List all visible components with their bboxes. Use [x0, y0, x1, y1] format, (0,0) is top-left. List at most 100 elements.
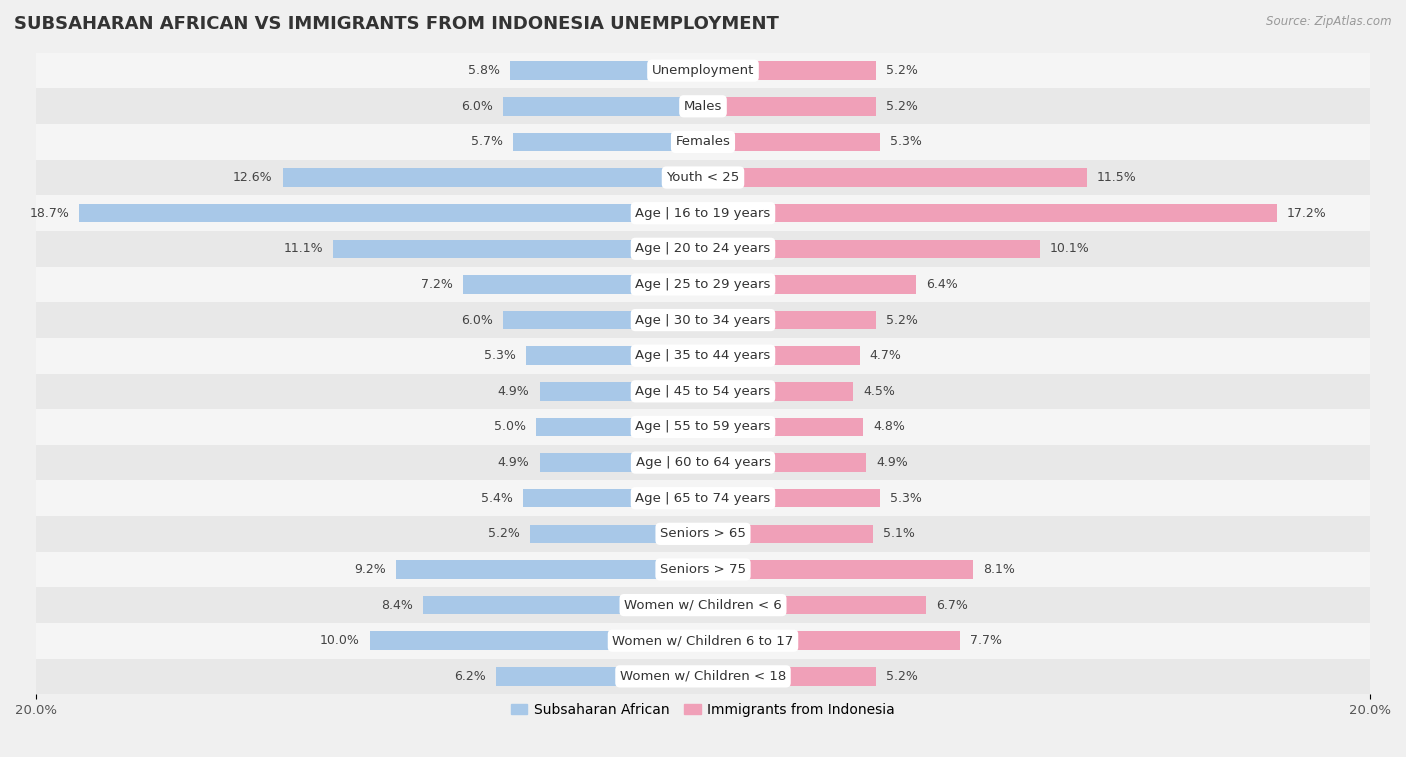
Bar [523, 489, 703, 507]
Bar [0, 89, 1406, 124]
Bar [79, 204, 703, 223]
Text: 4.9%: 4.9% [876, 456, 908, 469]
Bar [396, 560, 703, 579]
Text: SUBSAHARAN AFRICAN VS IMMIGRANTS FROM INDONESIA UNEMPLOYMENT: SUBSAHARAN AFRICAN VS IMMIGRANTS FROM IN… [14, 15, 779, 33]
Text: Women w/ Children < 18: Women w/ Children < 18 [620, 670, 786, 683]
Bar [703, 61, 876, 80]
Bar [0, 552, 1406, 587]
Bar [536, 418, 703, 436]
Text: Seniors > 75: Seniors > 75 [659, 563, 747, 576]
Text: Women w/ Children < 6: Women w/ Children < 6 [624, 599, 782, 612]
Text: Females: Females [675, 136, 731, 148]
Bar [333, 239, 703, 258]
Text: 11.1%: 11.1% [283, 242, 323, 255]
Bar [0, 516, 1406, 552]
Text: Women w/ Children 6 to 17: Women w/ Children 6 to 17 [613, 634, 793, 647]
Bar [0, 124, 1406, 160]
Text: 6.2%: 6.2% [454, 670, 486, 683]
Bar [503, 311, 703, 329]
Text: 4.9%: 4.9% [498, 385, 530, 398]
Bar [503, 97, 703, 116]
Text: 5.2%: 5.2% [886, 100, 918, 113]
Bar [370, 631, 703, 650]
Text: 10.0%: 10.0% [319, 634, 360, 647]
Text: 5.3%: 5.3% [890, 136, 922, 148]
Text: Seniors > 65: Seniors > 65 [659, 528, 747, 540]
Text: 18.7%: 18.7% [30, 207, 69, 220]
Text: Age | 30 to 34 years: Age | 30 to 34 years [636, 313, 770, 326]
Text: 5.2%: 5.2% [886, 64, 918, 77]
Bar [0, 409, 1406, 445]
Bar [283, 168, 703, 187]
Bar [540, 382, 703, 400]
Text: 5.1%: 5.1% [883, 528, 915, 540]
Text: 5.2%: 5.2% [488, 528, 520, 540]
Bar [463, 276, 703, 294]
Bar [703, 525, 873, 543]
Text: 5.7%: 5.7% [471, 136, 503, 148]
Bar [509, 61, 703, 80]
Bar [703, 453, 866, 472]
Bar [0, 587, 1406, 623]
Text: 5.2%: 5.2% [886, 313, 918, 326]
Text: 4.5%: 4.5% [863, 385, 896, 398]
Text: Age | 45 to 54 years: Age | 45 to 54 years [636, 385, 770, 398]
Bar [423, 596, 703, 615]
Bar [703, 311, 876, 329]
Bar [703, 560, 973, 579]
Text: Age | 65 to 74 years: Age | 65 to 74 years [636, 492, 770, 505]
Bar [703, 276, 917, 294]
Bar [703, 382, 853, 400]
Text: 12.6%: 12.6% [233, 171, 273, 184]
Bar [530, 525, 703, 543]
Text: Age | 20 to 24 years: Age | 20 to 24 years [636, 242, 770, 255]
Bar [526, 347, 703, 365]
Bar [540, 453, 703, 472]
Text: 7.7%: 7.7% [970, 634, 1002, 647]
Bar [703, 168, 1087, 187]
Text: Unemployment: Unemployment [652, 64, 754, 77]
Bar [703, 204, 1277, 223]
Bar [0, 231, 1406, 266]
Bar [703, 97, 876, 116]
Bar [0, 53, 1406, 89]
Bar [703, 132, 880, 151]
Text: Age | 35 to 44 years: Age | 35 to 44 years [636, 349, 770, 362]
Text: 7.2%: 7.2% [420, 278, 453, 291]
Bar [0, 338, 1406, 373]
Text: 6.0%: 6.0% [461, 313, 494, 326]
Bar [0, 266, 1406, 302]
Text: Age | 16 to 19 years: Age | 16 to 19 years [636, 207, 770, 220]
Bar [703, 347, 859, 365]
Text: Age | 60 to 64 years: Age | 60 to 64 years [636, 456, 770, 469]
Text: 4.7%: 4.7% [870, 349, 901, 362]
Text: Source: ZipAtlas.com: Source: ZipAtlas.com [1267, 15, 1392, 28]
Bar [0, 623, 1406, 659]
Text: 4.9%: 4.9% [498, 456, 530, 469]
Text: Youth < 25: Youth < 25 [666, 171, 740, 184]
Text: 10.1%: 10.1% [1050, 242, 1090, 255]
Text: 6.4%: 6.4% [927, 278, 959, 291]
Text: 5.3%: 5.3% [484, 349, 516, 362]
Text: 5.8%: 5.8% [468, 64, 499, 77]
Bar [0, 445, 1406, 481]
Text: 5.0%: 5.0% [495, 420, 526, 434]
Bar [0, 373, 1406, 409]
Text: 9.2%: 9.2% [354, 563, 387, 576]
Text: 5.4%: 5.4% [481, 492, 513, 505]
Bar [703, 489, 880, 507]
Bar [0, 195, 1406, 231]
Text: 5.3%: 5.3% [890, 492, 922, 505]
Text: 6.7%: 6.7% [936, 599, 969, 612]
Bar [0, 481, 1406, 516]
Text: 8.1%: 8.1% [983, 563, 1015, 576]
Bar [0, 302, 1406, 338]
Text: 4.8%: 4.8% [873, 420, 905, 434]
Bar [703, 631, 960, 650]
Bar [0, 160, 1406, 195]
Text: 5.2%: 5.2% [886, 670, 918, 683]
Text: Males: Males [683, 100, 723, 113]
Text: 11.5%: 11.5% [1097, 171, 1136, 184]
Bar [496, 667, 703, 686]
Text: 6.0%: 6.0% [461, 100, 494, 113]
